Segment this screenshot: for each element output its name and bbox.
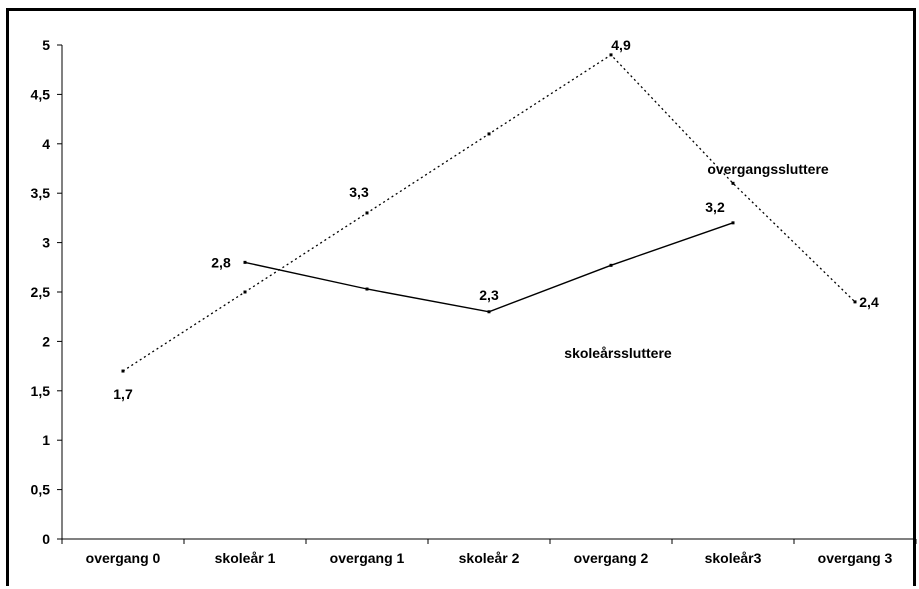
y-tick-label: 1,5	[31, 383, 51, 399]
x-tick-label: overgang 2	[574, 550, 649, 566]
series-annotations: overgangssluttere skoleårssluttere	[564, 161, 829, 361]
y-tick-label: 0	[42, 531, 50, 547]
data-point	[365, 287, 369, 291]
series-line-overgangssluttere	[122, 54, 856, 372]
data-label: 2,3	[479, 287, 499, 303]
data-label: 1,7	[113, 386, 133, 402]
x-tick-label: skoleår 1	[215, 550, 276, 566]
x-tick-label: skoleår3	[705, 550, 762, 566]
chart-frame	[6, 8, 916, 586]
data-point	[243, 260, 247, 264]
y-tick-label: 0,5	[31, 482, 51, 498]
data-point	[487, 132, 491, 136]
annotation-overgangssluttere: overgangssluttere	[707, 161, 829, 177]
data-point	[609, 53, 613, 57]
y-tick-label: 4,5	[31, 86, 51, 102]
data-label: 4,9	[611, 37, 631, 53]
y-tick-label: 2,5	[31, 284, 51, 300]
y-tick-label: 4	[42, 136, 50, 152]
y-tick-label: 1	[42, 432, 50, 448]
data-label: 3,3	[349, 184, 369, 200]
data-point	[731, 221, 735, 225]
y-tick-label: 3	[42, 235, 50, 251]
x-tick-label: overgang 3	[818, 550, 893, 566]
data-point	[243, 290, 247, 294]
x-tick-label: overgang 1	[330, 550, 405, 566]
y-tick-label: 5	[42, 37, 50, 53]
x-tick-label: overgang 0	[86, 550, 161, 566]
data-point	[121, 369, 125, 373]
data-points	[121, 53, 857, 373]
data-point	[731, 181, 735, 185]
data-point	[365, 211, 369, 215]
x-axis-ticks: overgang 0 skoleår 1 overgang 1 skoleår 2 ov…	[61, 539, 917, 566]
annotation-skolearssluttere: skoleårssluttere	[564, 345, 672, 361]
series-lines	[122, 54, 856, 372]
data-labels: 1,7 3,3 4,9 2,4 2,8 2,3 3,2	[113, 37, 879, 402]
data-point	[487, 310, 491, 314]
y-tick-label: 2	[42, 333, 50, 349]
data-label: 3,2	[705, 199, 725, 215]
y-axis-ticks: 0 0,5 1 1,5 2 2,5 3 3,5 4 4,5 5	[31, 37, 62, 547]
data-label: 2,8	[211, 254, 231, 270]
y-tick-label: 3,5	[31, 185, 51, 201]
data-point	[609, 263, 613, 267]
data-label: 2,4	[859, 294, 879, 310]
x-tick-label: skoleår 2	[459, 550, 520, 566]
data-point	[853, 300, 857, 304]
